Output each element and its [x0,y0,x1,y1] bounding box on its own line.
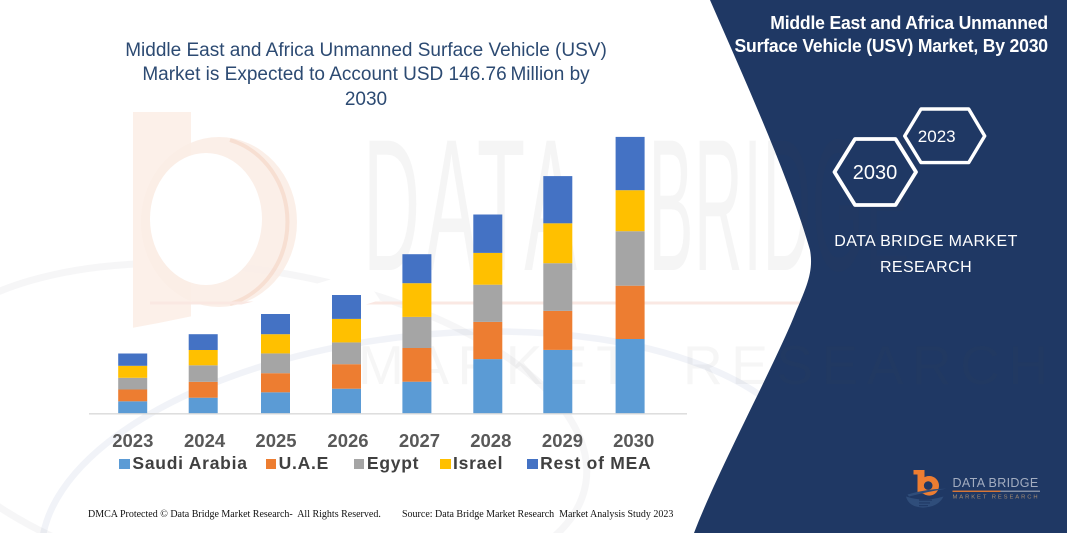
svg-text:2030: 2030 [853,162,898,184]
svg-text:MARKET RESEARCH: MARKET RESEARCH [953,495,1040,501]
svg-text:DATA BRIDGE: DATA BRIDGE [953,476,1039,490]
svg-text:2023: 2023 [918,127,956,146]
